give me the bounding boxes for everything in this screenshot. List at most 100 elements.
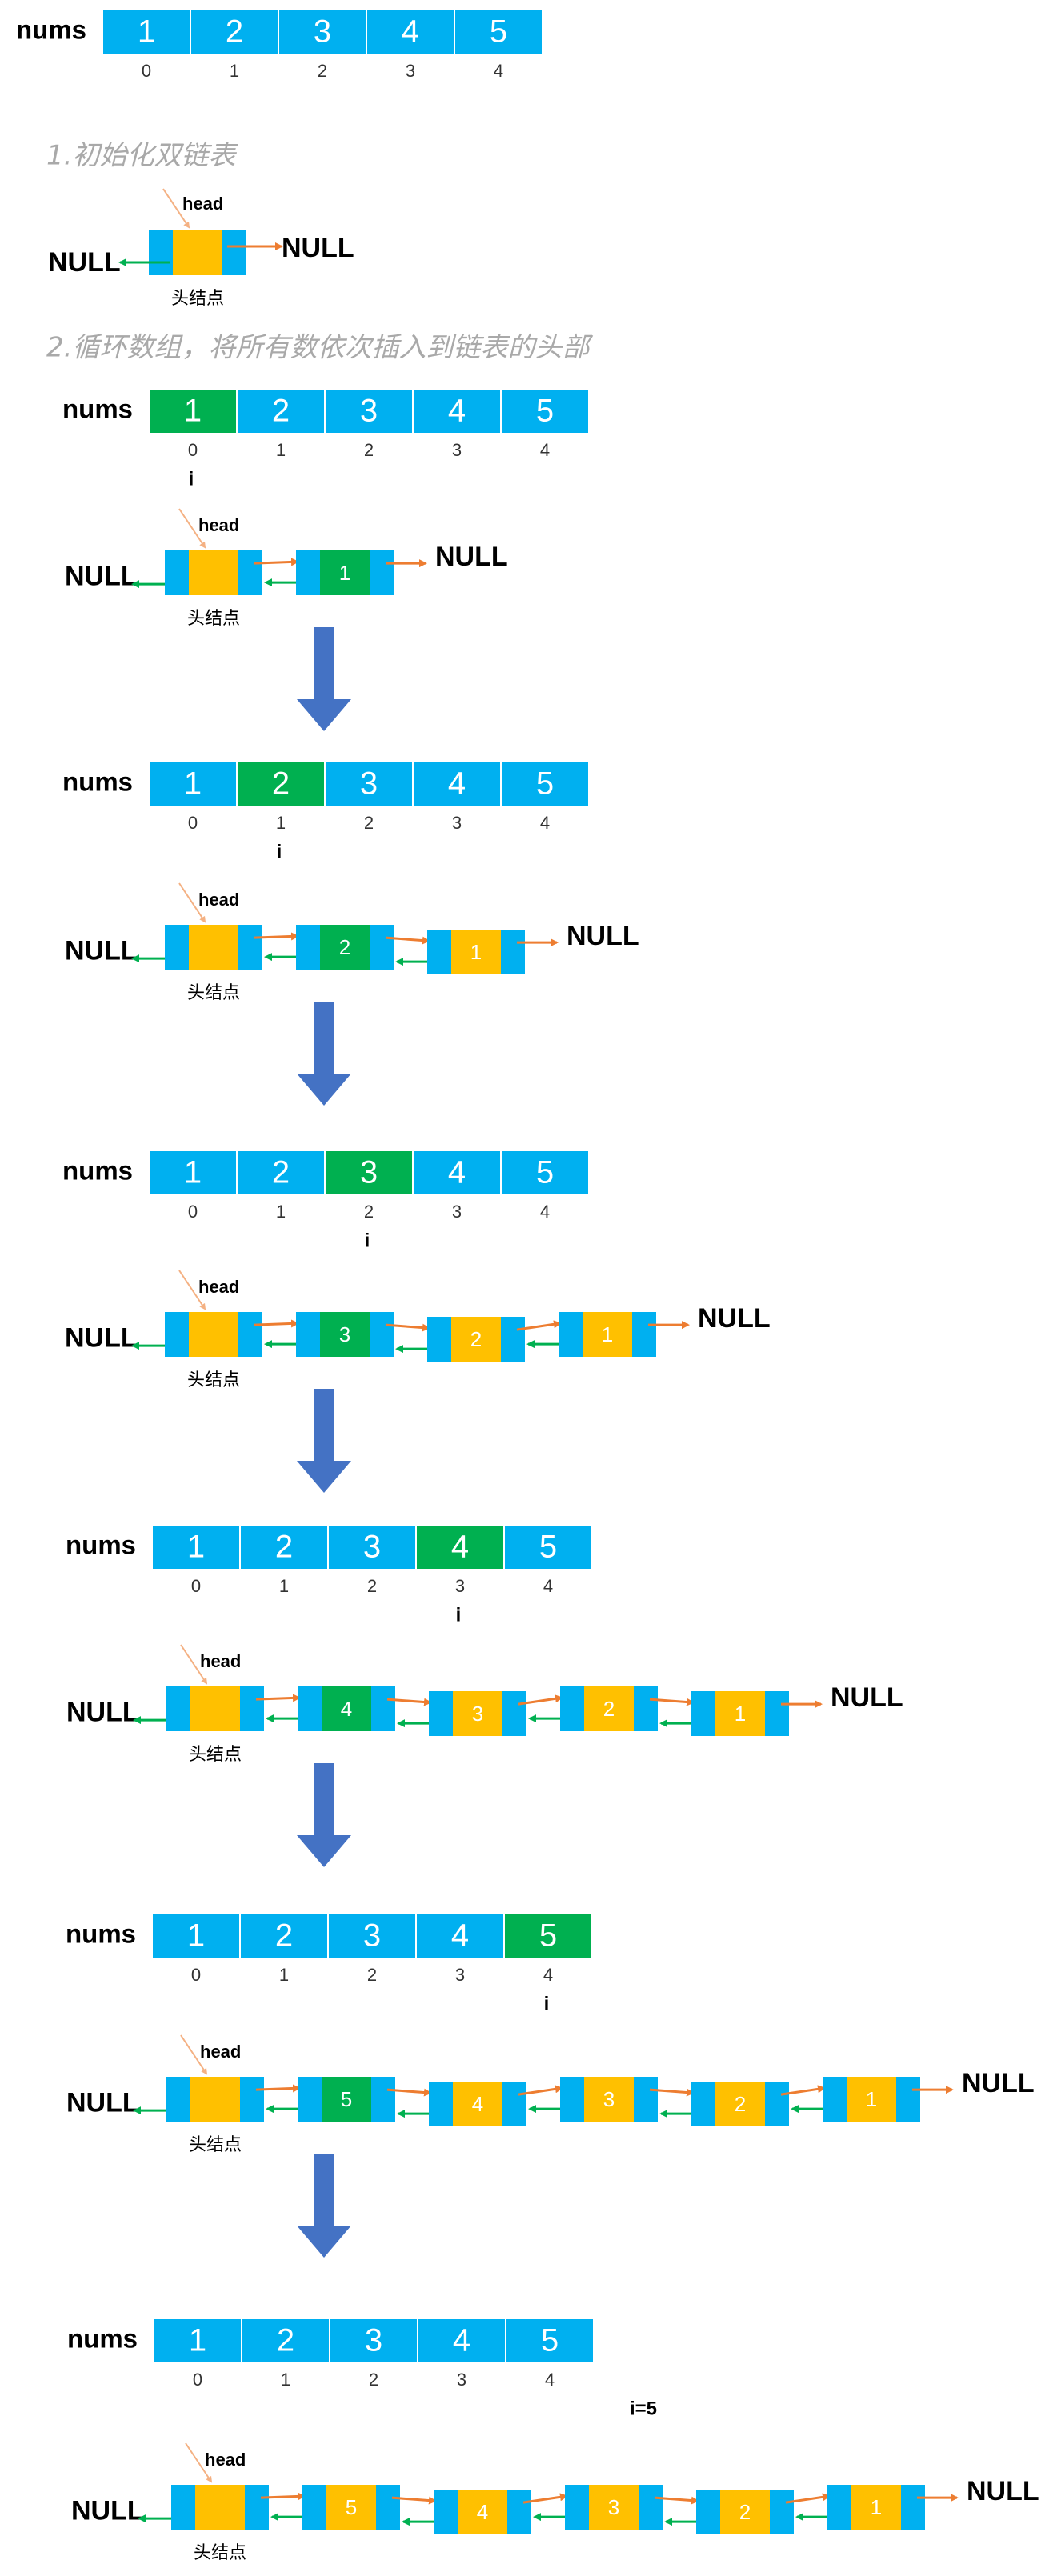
list-node-value: 5: [346, 2495, 357, 2519]
list-node-next: [370, 1312, 394, 1357]
down-arrow: [297, 1389, 351, 1493]
array-index: 0: [142, 61, 151, 81]
head-pointer-label: head: [200, 1651, 241, 1671]
list-node-data: [851, 2485, 901, 2530]
array-cell-value: 3: [363, 1918, 381, 1954]
down-arrow-shape: [297, 1389, 351, 1493]
index-marker-i: i: [189, 468, 194, 490]
array-cell-value: 2: [275, 1918, 293, 1954]
down-arrow-shape: [297, 2154, 351, 2258]
list-node-prev: [823, 2077, 847, 2122]
list-node-prev: [298, 2077, 322, 2122]
list-node-data: [847, 2077, 896, 2122]
head-node-next: [238, 1312, 262, 1357]
array-index: 2: [367, 1576, 377, 1596]
list-node-next: [502, 1691, 526, 1736]
array-index: 0: [191, 1965, 201, 1985]
array-index: 2: [367, 1965, 377, 1985]
next-arrow: [386, 2088, 432, 2097]
list-node-next: [896, 2077, 920, 2122]
array-cell-value: 5: [490, 14, 507, 50]
nums-array: nums 1 0 2 1 3 2 4 3 5 4: [16, 9, 543, 81]
head-node-next: [222, 230, 246, 275]
nums-label: nums: [67, 2324, 138, 2354]
head-pointer-label: head: [198, 1277, 239, 1297]
nums-label: nums: [16, 15, 86, 45]
list-node-prev: [560, 2077, 584, 2122]
array-cell: [239, 1524, 329, 1570]
head-pointer-label: head: [205, 2450, 246, 2470]
array-cell: [500, 1150, 590, 1196]
head-pointer-label: head: [182, 194, 223, 214]
list-node-data: [320, 1312, 370, 1357]
index-marker-i: i: [277, 841, 282, 862]
list-node-next: [370, 550, 394, 595]
list-node-value: 4: [477, 2500, 488, 2524]
list-node-value: 3: [608, 2495, 619, 2519]
array-cell-value: 5: [541, 2323, 559, 2358]
list-node-prev: [302, 2485, 326, 2530]
null-left-label: NULL: [65, 562, 138, 592]
array-cell: [412, 761, 502, 807]
list-node-next: [370, 925, 394, 970]
list-node-value: 3: [603, 2087, 615, 2111]
array-index: 1: [230, 61, 239, 81]
list-node-data: [458, 2490, 507, 2534]
next-arrow: [385, 936, 430, 945]
list-node-prev: [429, 2082, 453, 2126]
array-cell-value: 4: [453, 2323, 470, 2358]
null-right-label: NULL: [698, 1303, 771, 1334]
array-cell-value: 4: [448, 766, 466, 802]
array-cell-value: 3: [365, 2323, 382, 2358]
array-index: 0: [193, 2370, 202, 2390]
list-node-value: 1: [470, 940, 482, 964]
array-cell: [148, 388, 238, 434]
array-cell-value: 4: [451, 1530, 469, 1565]
array-cell-value: 2: [272, 766, 290, 802]
head-node-next: [240, 1686, 264, 1731]
head-node-label: 头结点: [189, 1745, 242, 1765]
list-node-data: [320, 925, 370, 970]
down-arrow-shape: [297, 1763, 351, 1867]
list-node-data: [584, 1686, 634, 1731]
list-node-next: [634, 2077, 658, 2122]
list-node-value: 1: [735, 1702, 746, 1726]
array-cell-value: 5: [536, 1155, 554, 1190]
list-node-data: [715, 2082, 765, 2126]
array-cell-value: 1: [184, 394, 202, 429]
array-index: 2: [369, 2370, 378, 2390]
list-node-data: [584, 2077, 634, 2122]
array-cell-value: 4: [448, 1155, 466, 1190]
down-arrow: [297, 1763, 351, 1867]
step-1-title: 1.初始化双链表: [46, 140, 238, 172]
array-index: 0: [188, 813, 198, 833]
down-arrow: [297, 1002, 351, 1106]
array-index: 2: [364, 1202, 374, 1222]
list-node-next: [502, 2082, 526, 2126]
list-node-prev: [429, 1691, 453, 1736]
next-arrow: [649, 1698, 695, 1706]
array-cell-value: 5: [539, 1918, 557, 1954]
nums-array: nums 1 0 2 1 3 2 4 3 5 4 i: [62, 761, 590, 862]
list-node-data: [320, 550, 370, 595]
list-node-prev: [559, 1312, 583, 1357]
list-node-prev: [565, 2485, 589, 2530]
head-pointer-line: [178, 508, 206, 549]
array-cell: [239, 1913, 329, 1959]
next-arrow: [391, 2496, 437, 2505]
head-node-prev: [166, 1686, 190, 1731]
step-2-title: 2.循环数组，将所有数依次插入到链表的头部: [46, 332, 593, 364]
list-node-next: [765, 2082, 789, 2126]
array-index: 3: [406, 61, 415, 81]
linked-list: NULL head 头结点 3 2 1 NULL: [65, 1270, 771, 1390]
array-index: 0: [188, 440, 198, 460]
linked-list: NULL head 头结点 1 NULL: [65, 508, 508, 629]
array-cell: [102, 9, 191, 55]
null-left-label: NULL: [66, 2088, 139, 2118]
array-cell-value: 4: [448, 394, 466, 429]
list-node-value: 2: [470, 1327, 482, 1351]
next-arrow: [255, 1694, 301, 1702]
array-cell-value: 3: [314, 14, 331, 50]
head-pointer-line: [180, 2034, 208, 2075]
array-cell-value: 2: [277, 2323, 294, 2358]
